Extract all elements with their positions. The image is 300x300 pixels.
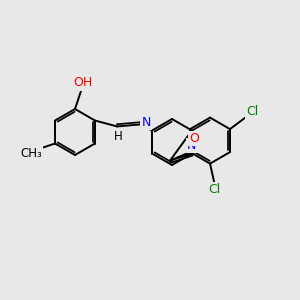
Text: Cl: Cl [208, 183, 220, 196]
Text: N: N [187, 139, 196, 152]
Text: N: N [141, 116, 151, 129]
Text: OH: OH [74, 76, 93, 89]
Text: O: O [189, 132, 199, 145]
Text: Cl: Cl [246, 105, 258, 118]
Text: H: H [114, 130, 122, 143]
Text: CH₃: CH₃ [20, 147, 42, 160]
